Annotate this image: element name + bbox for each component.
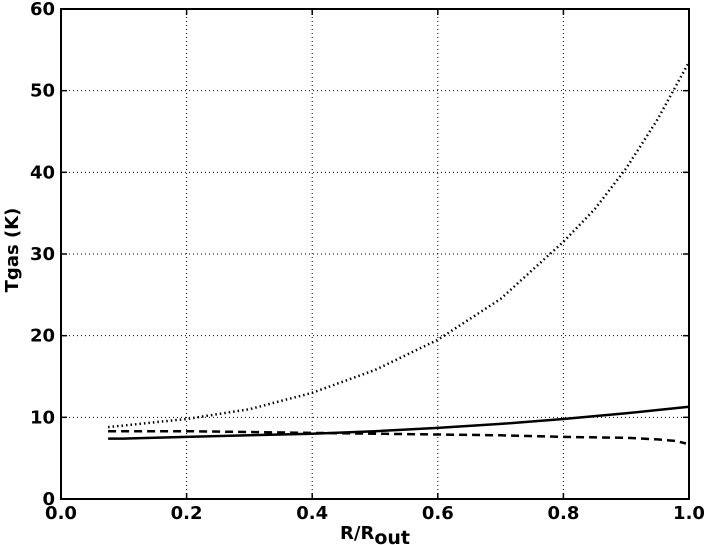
x-tick-label: 0.0 <box>45 503 77 524</box>
plot-frame <box>60 8 690 500</box>
series-line-solid <box>108 405 690 440</box>
y-tick-label: 10 <box>30 407 55 428</box>
y-tick-label: 30 <box>30 244 55 265</box>
tick-labels: 0.0 0.2 0.4 0.6 0.8 1.0 0 10 20 30 40 50 60 <box>30 0 705 524</box>
x-tick-label: 0.6 <box>422 503 454 524</box>
y-axis-title: Tgas (K) <box>2 208 23 293</box>
y-tick-label: 50 <box>30 81 55 102</box>
y-tick-label: 40 <box>30 162 55 183</box>
x-tick-label: 1.0 <box>673 503 705 524</box>
x-tick-label: 0.8 <box>547 503 579 524</box>
y-tick-label: 20 <box>30 326 55 347</box>
x-tick-label: 0.2 <box>171 503 203 524</box>
y-tick-label: 60 <box>30 0 55 20</box>
series-line-dotted <box>107 61 691 429</box>
grid <box>61 9 689 499</box>
y-tick-label: 0 <box>42 489 55 510</box>
x-tick-label: 0.4 <box>296 503 328 524</box>
series-line-dashed <box>108 429 687 445</box>
ticks <box>60 8 690 500</box>
series-group <box>107 61 691 445</box>
x-axis-title: R/Rout <box>340 523 410 545</box>
